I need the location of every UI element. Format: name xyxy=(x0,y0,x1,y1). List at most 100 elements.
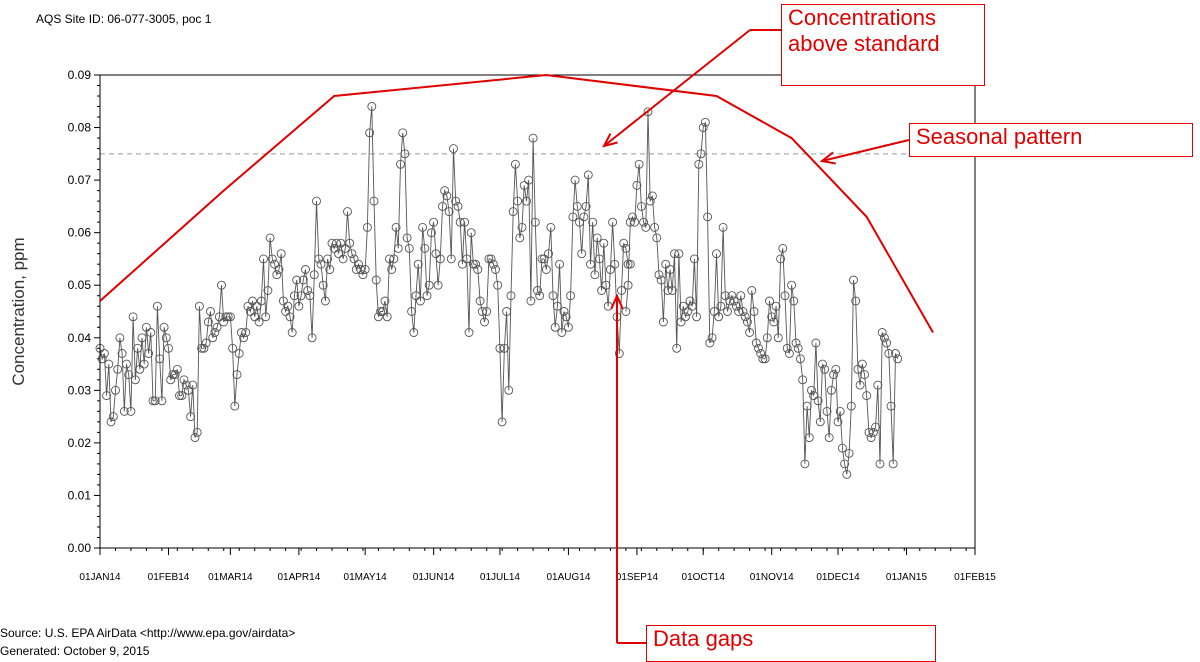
data-point xyxy=(736,291,746,301)
data-point xyxy=(183,385,193,395)
data-point xyxy=(301,265,310,274)
data-point xyxy=(826,385,836,395)
data-point xyxy=(610,259,620,269)
data-point xyxy=(632,180,642,190)
series-layer xyxy=(95,102,903,479)
data-point xyxy=(491,265,500,274)
data-point xyxy=(499,343,509,353)
data-point xyxy=(351,265,361,274)
y-tick-label: 0.01 xyxy=(68,488,92,502)
data-point xyxy=(778,243,788,253)
data-point xyxy=(893,354,903,364)
data-point xyxy=(793,343,803,353)
data-point xyxy=(656,275,666,285)
data-point xyxy=(362,222,372,232)
data-point xyxy=(519,180,529,190)
data-point xyxy=(840,459,850,469)
data-point xyxy=(157,396,167,406)
data-point xyxy=(369,196,379,206)
data-point xyxy=(533,286,542,295)
y-axis: 0.00 0.01 0.02 0.03 0.04 0.05 0.06 0.07 0.08 0.09 xyxy=(68,68,100,555)
data-point xyxy=(411,291,421,301)
data-point xyxy=(703,212,713,222)
data-point xyxy=(365,128,375,138)
data-point xyxy=(199,343,209,353)
data-point xyxy=(504,385,514,395)
data-point xyxy=(111,385,120,395)
data-point xyxy=(175,391,184,401)
data-point xyxy=(239,333,249,343)
data-point xyxy=(486,254,496,264)
data-point xyxy=(707,333,717,343)
data-point xyxy=(727,291,737,301)
data-point xyxy=(522,196,531,206)
data-point xyxy=(771,301,781,311)
data-point xyxy=(824,433,834,443)
data-point xyxy=(809,391,819,401)
data-point xyxy=(687,301,697,311)
data-point xyxy=(468,259,478,269)
data-point xyxy=(557,328,567,337)
data-point xyxy=(192,427,202,437)
data-point xyxy=(628,212,637,222)
data-point xyxy=(166,375,176,385)
above-standard-arrow-head xyxy=(602,133,618,148)
data-point xyxy=(391,222,401,232)
data-point xyxy=(608,217,618,227)
data-point xyxy=(577,249,587,259)
data-point xyxy=(614,349,624,358)
data-point xyxy=(115,333,125,343)
seasonal-pattern-callout: Seasonal pattern xyxy=(909,123,1193,157)
data-point xyxy=(482,307,492,316)
data-point xyxy=(135,364,145,374)
data-point xyxy=(413,259,423,269)
data-point xyxy=(888,459,898,469)
data-point xyxy=(210,328,220,337)
x-tick-label: 01MAR14 xyxy=(208,572,253,583)
data-point xyxy=(760,354,770,364)
data-point xyxy=(272,270,282,280)
data-point xyxy=(643,107,653,117)
data-point xyxy=(126,406,136,416)
data-point xyxy=(555,259,565,269)
y-tick-label: 0.07 xyxy=(68,173,92,187)
data-point xyxy=(731,301,741,311)
data-point xyxy=(484,254,494,264)
data-point xyxy=(124,370,134,380)
data-point xyxy=(453,201,463,211)
site-id: AQS Site ID: 06-077-3005, poc 1 xyxy=(36,12,212,26)
data-point xyxy=(307,333,317,343)
data-point xyxy=(709,307,719,316)
data-point xyxy=(742,317,752,327)
data-point xyxy=(265,233,275,243)
data-point xyxy=(581,201,591,211)
data-point xyxy=(563,322,573,332)
data-point xyxy=(181,380,191,390)
data-point xyxy=(502,307,512,316)
data-point xyxy=(385,254,394,264)
data-point xyxy=(201,338,211,348)
data-point xyxy=(568,212,578,222)
data-point xyxy=(345,238,355,248)
data-point xyxy=(488,259,498,269)
data-point xyxy=(309,270,319,280)
seasonal-pattern-arrow-head xyxy=(819,151,836,165)
data-point xyxy=(588,217,598,227)
data-point xyxy=(575,217,584,227)
data-point xyxy=(438,201,447,211)
data-point xyxy=(561,312,571,322)
data-point xyxy=(108,412,118,422)
data-point xyxy=(457,259,467,269)
data-point xyxy=(787,280,797,290)
data-point xyxy=(146,328,156,337)
data-point xyxy=(506,291,516,301)
data-point xyxy=(795,354,805,364)
data-point xyxy=(276,249,286,259)
data-point xyxy=(639,217,649,227)
data-point xyxy=(773,333,783,343)
data-point xyxy=(510,159,520,169)
data-point xyxy=(751,338,761,348)
data-point xyxy=(528,133,538,143)
data-point xyxy=(243,301,253,311)
data-point xyxy=(544,249,553,259)
